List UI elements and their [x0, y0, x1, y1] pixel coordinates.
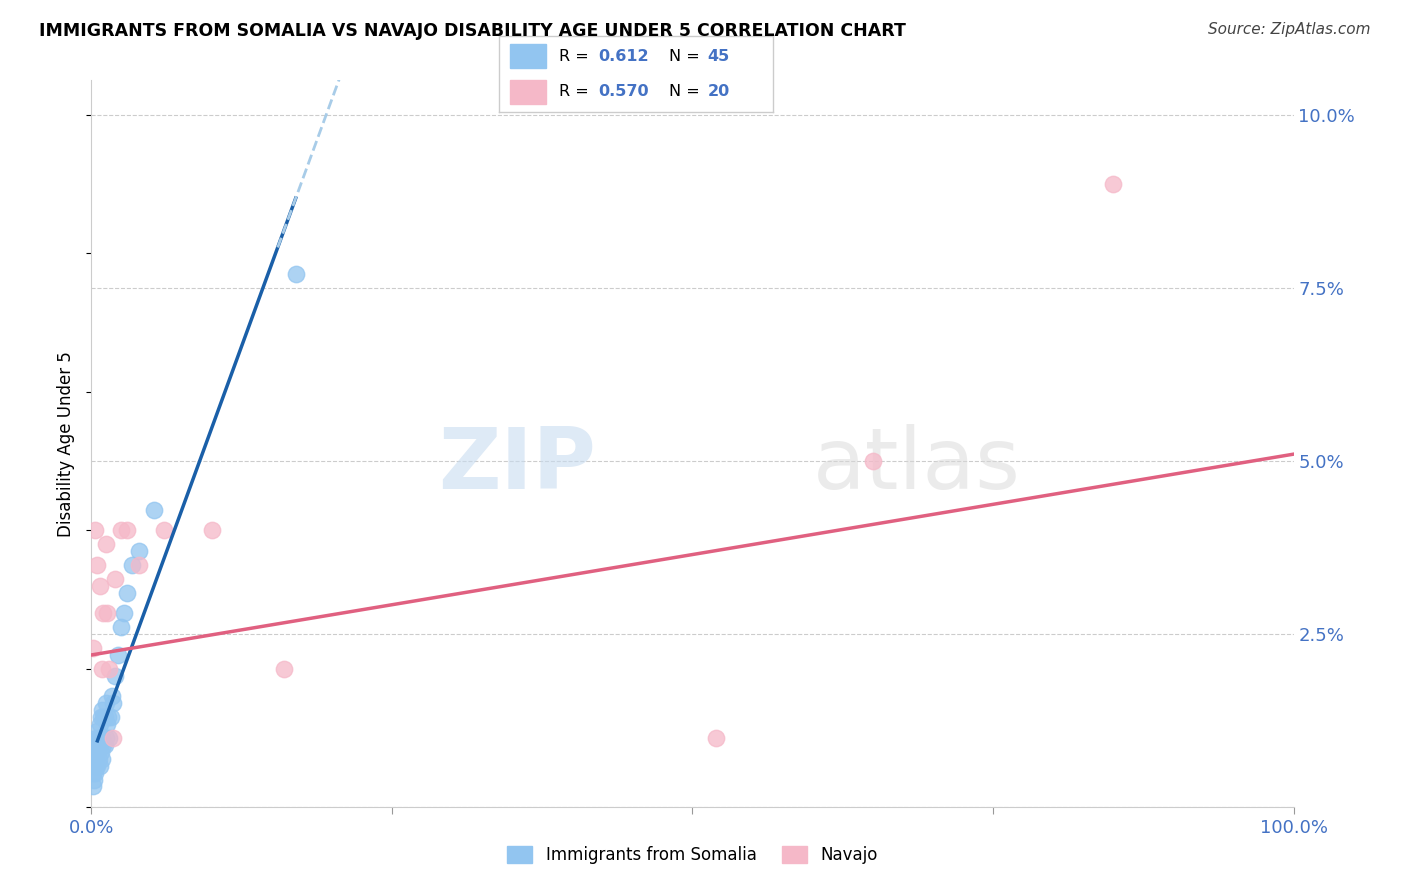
Point [93, 738, 115, 752]
Text: 0.612: 0.612 [598, 49, 648, 63]
Point [89, 738, 111, 752]
Point [97, 710, 120, 724]
Point [100, 710, 122, 724]
Point [104, 669, 127, 683]
Text: 20: 20 [707, 84, 730, 99]
Point [107, 648, 129, 662]
FancyBboxPatch shape [510, 79, 546, 104]
Point [84, 752, 107, 766]
Point [84, 738, 107, 752]
Point [96, 607, 118, 621]
Point [93, 607, 115, 621]
Point [86, 758, 108, 772]
Point [273, 662, 295, 676]
Point [94, 537, 117, 551]
Point [83, 772, 105, 787]
Text: N =: N = [669, 84, 704, 99]
Point [110, 620, 132, 634]
Point [86, 745, 108, 759]
Point [112, 607, 135, 621]
Point [84, 765, 107, 780]
Text: 45: 45 [707, 49, 730, 63]
Point [93, 710, 115, 724]
Point [89, 717, 111, 731]
Point [117, 524, 139, 538]
Point [1102, 177, 1125, 191]
Point [82, 780, 104, 794]
Point [110, 524, 132, 538]
Point [86, 724, 108, 739]
Point [82, 640, 104, 655]
Point [104, 572, 127, 586]
Point [706, 731, 728, 745]
Point [93, 738, 115, 752]
Point [89, 579, 111, 593]
Point [84, 745, 107, 759]
Text: 0.570: 0.570 [598, 84, 648, 99]
Point [121, 558, 143, 572]
Text: R =: R = [560, 49, 595, 63]
Point [128, 558, 150, 572]
Text: ZIP: ZIP [439, 424, 596, 507]
Point [98, 662, 121, 676]
Point [128, 544, 150, 558]
Point [89, 758, 111, 772]
Point [91, 703, 114, 717]
Point [94, 731, 117, 745]
Point [82, 765, 104, 780]
Point [86, 558, 108, 572]
Text: N =: N = [669, 49, 704, 63]
Point [91, 752, 114, 766]
Point [94, 697, 117, 711]
Legend: Immigrants from Somalia, Navajo: Immigrants from Somalia, Navajo [508, 847, 877, 864]
Point [152, 524, 174, 538]
Point [87, 752, 110, 766]
Point [201, 524, 224, 538]
Point [142, 502, 165, 516]
Point [83, 752, 105, 766]
Y-axis label: Disability Age Under 5: Disability Age Under 5 [58, 351, 76, 537]
Point [84, 758, 107, 772]
Point [84, 524, 107, 538]
Point [83, 758, 105, 772]
Point [101, 731, 124, 745]
Point [101, 690, 124, 704]
Point [91, 662, 114, 676]
Text: IMMIGRANTS FROM SOMALIA VS NAVAJO DISABILITY AGE UNDER 5 CORRELATION CHART: IMMIGRANTS FROM SOMALIA VS NAVAJO DISABI… [39, 22, 907, 40]
Point [862, 454, 884, 468]
Point [90, 745, 112, 759]
Point [96, 717, 118, 731]
Point [84, 731, 107, 745]
Text: Source: ZipAtlas.com: Source: ZipAtlas.com [1208, 22, 1371, 37]
Point [90, 710, 112, 724]
FancyBboxPatch shape [510, 44, 546, 69]
Point [93, 710, 115, 724]
Point [117, 585, 139, 599]
Point [87, 731, 110, 745]
Text: atlas: atlas [813, 424, 1021, 507]
Point [284, 267, 307, 281]
Point [91, 731, 114, 745]
Point [98, 731, 121, 745]
Point [101, 697, 124, 711]
Text: R =: R = [560, 84, 595, 99]
